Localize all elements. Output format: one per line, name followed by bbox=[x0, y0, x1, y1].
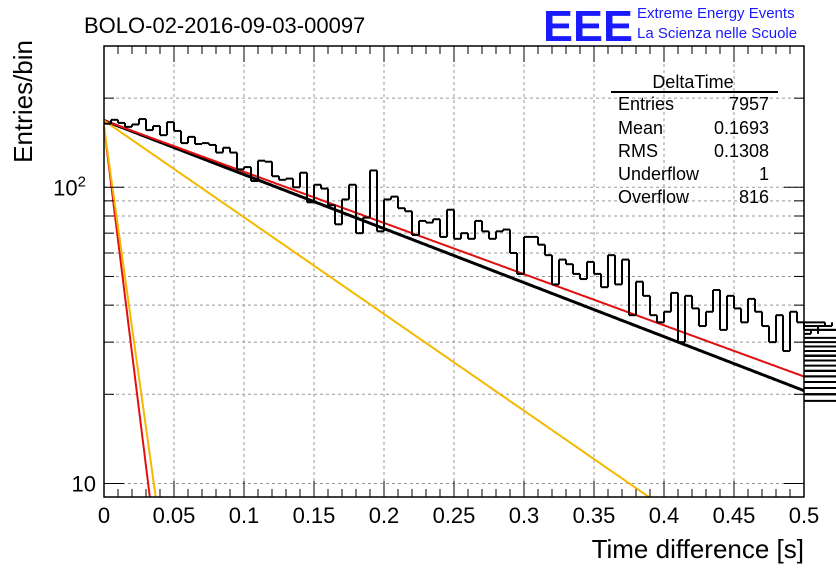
stats-value-mean: 0.1693 bbox=[714, 118, 769, 138]
fit-curve-fast2 bbox=[103, 126, 157, 498]
stats-label-overflow: Overflow bbox=[618, 187, 690, 207]
x-tick-label: 0.5 bbox=[789, 503, 820, 528]
run-title: BOLO-02-2016-09-03-00097 bbox=[84, 13, 365, 38]
stats-value-entries: 7957 bbox=[729, 94, 769, 114]
y-axis-label: Entries/bin bbox=[8, 40, 38, 163]
fit-curves bbox=[103, 119, 805, 498]
fit-curve-total bbox=[103, 119, 805, 393]
eee-logo: EEE bbox=[543, 2, 633, 51]
x-tick-label: 0.05 bbox=[153, 503, 196, 528]
logo-line-2: La Scienza nelle Scuole bbox=[637, 25, 797, 42]
stats-label-rms: RMS bbox=[618, 141, 658, 161]
logo-line-1: Extreme Energy Events bbox=[637, 5, 795, 22]
x-tick-label: 0.45 bbox=[713, 503, 756, 528]
stats-value-rms: 0.1308 bbox=[714, 141, 769, 161]
y-tick-labels: 10 102 bbox=[53, 173, 96, 496]
plot-frame bbox=[103, 45, 805, 498]
axes-frame bbox=[103, 45, 805, 498]
x-tick-label: 0.15 bbox=[293, 503, 336, 528]
x-axis-label: Time difference [s] bbox=[592, 534, 804, 564]
fit-curve-slow bbox=[103, 119, 805, 378]
y-tick-label: 10 bbox=[72, 471, 96, 496]
grid-lines bbox=[104, 46, 804, 497]
x-tick-label: 0.1 bbox=[229, 503, 260, 528]
stats-label-underflow: Underflow bbox=[618, 164, 700, 184]
x-tick-label: 0.3 bbox=[509, 503, 540, 528]
fit-curve-medium bbox=[103, 119, 650, 498]
stats-value-overflow: 816 bbox=[739, 187, 769, 207]
x-tick-label: 0 bbox=[98, 503, 110, 528]
stats-label-entries: Entries bbox=[618, 94, 674, 114]
x-tick-labels: 0 0.05 0.1 0.15 0.2 0.25 0.3 0.35 0.4 0.45 0.5 bbox=[98, 503, 819, 528]
fit-curve-fast bbox=[103, 126, 151, 498]
histogram bbox=[104, 118, 836, 402]
x-tick-label: 0.25 bbox=[433, 503, 476, 528]
stats-title: DeltaTime bbox=[652, 72, 733, 92]
x-tick-label: 0.35 bbox=[573, 503, 616, 528]
stats-value-underflow: 1 bbox=[759, 164, 769, 184]
x-tick-label: 0.4 bbox=[649, 503, 680, 528]
stats-label-mean: Mean bbox=[618, 118, 663, 138]
x-tick-label: 0.2 bbox=[369, 503, 400, 528]
stats-box: DeltaTime Entries 7957 Mean 0.1693 RMS 0… bbox=[611, 72, 778, 207]
y-tick-label: 102 bbox=[53, 173, 86, 200]
